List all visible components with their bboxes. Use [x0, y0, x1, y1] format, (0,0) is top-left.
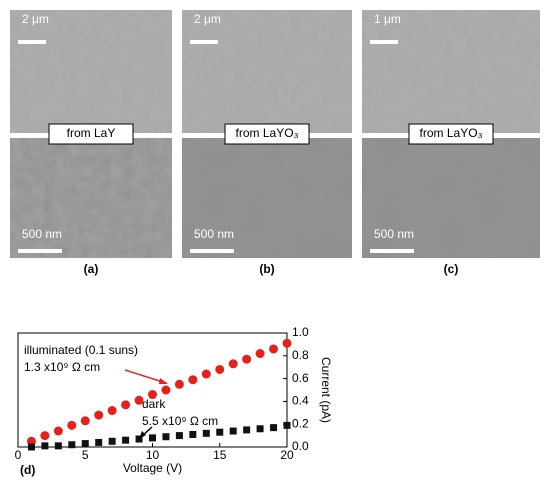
point	[108, 437, 116, 445]
point	[189, 430, 197, 438]
point	[282, 338, 292, 348]
scale-bar	[18, 40, 46, 44]
point	[134, 395, 144, 405]
point	[161, 385, 171, 395]
point	[255, 349, 265, 359]
point	[54, 442, 62, 450]
scale-label: 2 μm	[22, 12, 49, 26]
panel-label: (b)	[259, 262, 274, 276]
point	[148, 390, 157, 400]
arrow-head	[159, 378, 168, 384]
point	[256, 425, 264, 433]
x-tick-label: 15	[213, 448, 227, 462]
point	[202, 429, 210, 437]
point	[53, 426, 63, 436]
sem-texture	[362, 138, 540, 258]
x-tick-label: 20	[280, 448, 294, 462]
sem-texture	[10, 10, 172, 133]
arrow-head	[139, 431, 146, 439]
arrow	[124, 369, 167, 384]
point	[135, 435, 143, 443]
point	[242, 354, 252, 364]
point	[243, 426, 251, 434]
point	[162, 433, 170, 441]
point	[283, 421, 291, 429]
y-tick-label: 1.0	[292, 325, 309, 339]
y-tick-label: 0.8	[292, 348, 309, 362]
point	[27, 443, 35, 451]
caption-box	[48, 123, 134, 145]
y-axis-label: Current (pA)	[319, 357, 333, 423]
scale-label: 1 μm	[374, 12, 401, 26]
caption: from LaY	[67, 126, 116, 140]
scale-bar	[370, 249, 414, 253]
point	[149, 434, 156, 442]
caption: from LaYO₃	[420, 126, 483, 140]
caption-box	[408, 123, 494, 145]
annotation: 1.3 x10⁹ Ω cm	[24, 360, 100, 374]
point	[107, 406, 117, 416]
annotation: illuminated (0.1 suns)	[24, 343, 138, 357]
scale-bar	[18, 249, 62, 253]
sem-texture	[10, 138, 172, 258]
point	[122, 436, 130, 444]
x-tick-label: 5	[82, 448, 89, 462]
scale-bar	[190, 40, 218, 44]
point	[215, 364, 225, 374]
annotation: 5.5 x10⁹ Ω cm	[142, 414, 218, 428]
point	[40, 431, 50, 441]
point	[174, 379, 184, 389]
annotation: dark	[142, 397, 166, 411]
caption: from LaYO₃	[236, 126, 299, 140]
scale-label: 500 nm	[194, 227, 234, 241]
point	[68, 441, 76, 449]
point	[229, 427, 237, 435]
panel-label: (a)	[84, 262, 99, 276]
point	[270, 424, 278, 432]
scale-label: 2 μm	[194, 12, 221, 26]
scale-label: 500 nm	[374, 227, 414, 241]
point	[228, 359, 238, 369]
point	[95, 438, 103, 446]
y-tick-label: 0.2	[292, 416, 309, 430]
sem-texture	[182, 138, 352, 258]
point	[67, 420, 77, 430]
sem-texture	[182, 10, 352, 133]
caption-box	[224, 123, 310, 145]
point	[81, 440, 89, 448]
x-axis-label: Voltage (V)	[123, 461, 182, 475]
point	[80, 416, 90, 426]
point	[121, 400, 131, 410]
scale-bar	[370, 40, 398, 44]
scale-label: 500 nm	[22, 227, 62, 241]
chart-label: (d)	[20, 463, 35, 477]
scale-bar	[190, 249, 234, 253]
y-tick-label: 0.4	[292, 394, 309, 408]
point	[216, 428, 224, 436]
point	[41, 442, 49, 450]
point	[201, 369, 211, 379]
point	[188, 375, 198, 385]
panel-label: (c)	[444, 262, 459, 276]
point	[269, 344, 279, 354]
y-tick-label: 0.6	[292, 371, 309, 385]
y-tick-label: 0.0	[292, 439, 309, 453]
x-tick-label: 0	[15, 448, 22, 462]
sem-texture	[362, 10, 540, 133]
point	[94, 410, 104, 420]
point	[175, 432, 183, 440]
x-tick-label: 10	[146, 448, 160, 462]
